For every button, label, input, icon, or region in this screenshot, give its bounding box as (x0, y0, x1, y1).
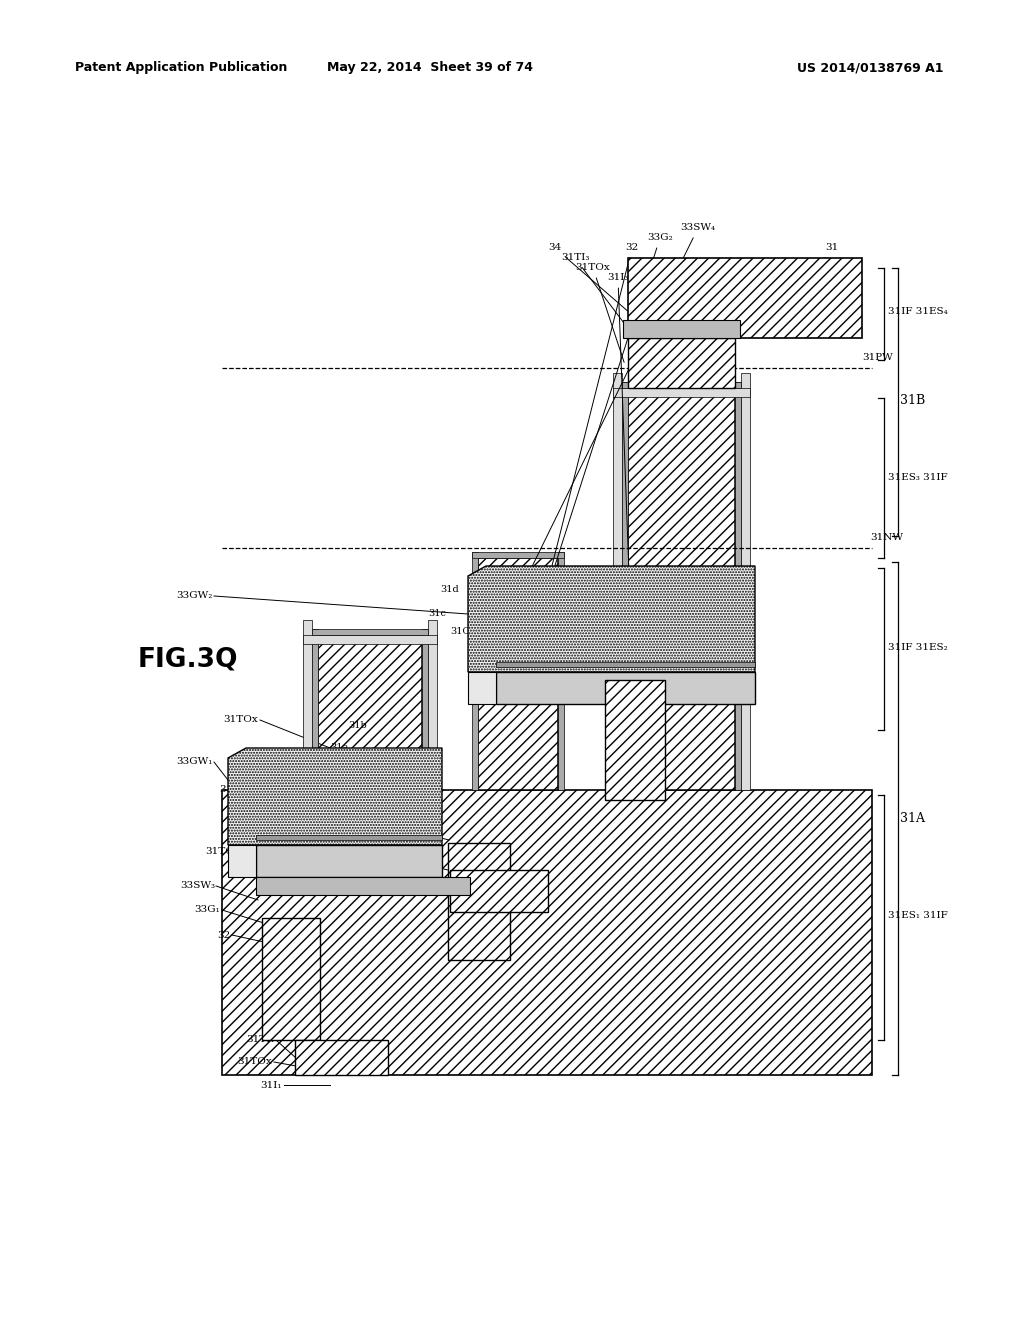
Text: 31TOx: 31TOx (238, 1057, 272, 1067)
Bar (312, 630, 318, 789)
Bar (558, 552, 564, 789)
Bar (262, 917, 319, 1040)
Text: 31B: 31B (900, 393, 926, 407)
Bar (622, 381, 628, 789)
Bar (741, 374, 750, 789)
Text: 31I₃: 31I₃ (607, 273, 635, 733)
Text: 31a: 31a (330, 743, 348, 752)
Bar (295, 1040, 388, 1074)
Text: US 2014/0138769 A1: US 2014/0138769 A1 (797, 62, 943, 74)
Text: 33SW₄: 33SW₄ (474, 223, 716, 685)
Polygon shape (228, 748, 442, 845)
Text: May 22, 2014  Sheet 39 of 74: May 22, 2014 Sheet 39 of 74 (327, 62, 534, 74)
Bar (228, 845, 256, 876)
Bar (613, 374, 622, 789)
Text: 31IF 31ES₂: 31IF 31ES₂ (888, 644, 948, 652)
Bar (496, 663, 755, 667)
Bar (628, 388, 735, 789)
Text: 31NW: 31NW (870, 532, 903, 541)
Bar (318, 635, 422, 789)
Bar (622, 381, 741, 388)
Bar (303, 620, 312, 789)
Text: 31ES₁ 31IF: 31ES₁ 31IF (888, 912, 948, 920)
Bar (422, 630, 428, 789)
Text: 32: 32 (217, 931, 230, 940)
Bar (623, 319, 740, 338)
Bar (472, 552, 564, 558)
Text: 31TI₃: 31TI₃ (561, 253, 646, 352)
Bar (472, 552, 478, 789)
Bar (256, 836, 442, 840)
Bar (256, 876, 470, 895)
Text: 33G₁: 33G₁ (195, 906, 220, 915)
Text: 33G₂: 33G₂ (517, 234, 673, 684)
Bar (222, 789, 872, 1074)
Text: FIG.3Q: FIG.3Q (138, 647, 239, 673)
Text: 34: 34 (262, 1011, 275, 1019)
Bar (428, 620, 437, 789)
Text: Patent Application Publication: Patent Application Publication (75, 62, 288, 74)
Text: 31TOx: 31TOx (575, 264, 625, 363)
Bar (312, 630, 428, 635)
Text: 31CH₁: 31CH₁ (356, 762, 388, 771)
Text: 31: 31 (802, 243, 839, 293)
Bar (256, 845, 442, 876)
Bar (450, 870, 548, 912)
Text: 31IF 31ES₄: 31IF 31ES₄ (888, 308, 948, 317)
Text: 32: 32 (526, 243, 639, 667)
Bar (613, 388, 750, 397)
Text: 31CH₂: 31CH₂ (450, 627, 482, 636)
Text: 31ES₃ 31IF: 31ES₃ 31IF (888, 473, 947, 482)
Text: 31TOx: 31TOx (505, 644, 538, 652)
Bar (303, 635, 437, 644)
Polygon shape (468, 566, 755, 672)
Bar (628, 257, 862, 338)
Bar (735, 381, 741, 789)
Text: 31PW: 31PW (862, 354, 893, 363)
Bar (468, 672, 496, 704)
Text: 31I₁: 31I₁ (260, 1081, 282, 1089)
Text: 31A: 31A (900, 812, 925, 825)
Text: 31c: 31c (428, 610, 446, 619)
Text: 31I₂: 31I₂ (228, 821, 250, 829)
Text: 31TOx: 31TOx (223, 715, 258, 725)
Bar (496, 672, 755, 704)
Bar (449, 843, 510, 960)
Text: 33SW₃: 33SW₃ (180, 882, 215, 891)
Text: 31b: 31b (348, 721, 367, 730)
Text: 33GW₁: 33GW₁ (176, 758, 213, 767)
Text: 31d: 31d (440, 586, 459, 594)
Text: 31TOx: 31TOx (408, 777, 440, 787)
Bar (628, 338, 735, 388)
Bar (605, 680, 665, 800)
Text: 34: 34 (549, 243, 636, 318)
Bar (478, 558, 558, 789)
Text: 33GW₂: 33GW₂ (176, 591, 213, 601)
Text: 31TI₁: 31TI₁ (247, 1035, 275, 1044)
Text: 31TOx: 31TOx (205, 847, 240, 857)
Text: 31TI₂: 31TI₂ (219, 785, 248, 795)
